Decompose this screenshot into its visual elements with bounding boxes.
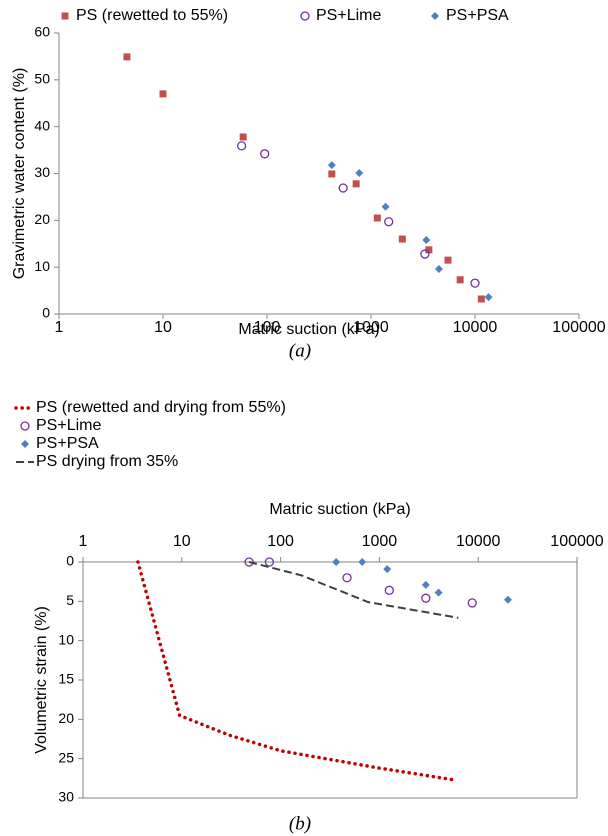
y-tick-label: 40 xyxy=(34,117,50,133)
marker xyxy=(383,565,392,574)
marker xyxy=(434,588,443,597)
marker xyxy=(236,141,247,151)
y-tick-label: 10 xyxy=(58,631,74,647)
x-tick-label: 100 xyxy=(254,319,281,336)
x-tick-label: 10000 xyxy=(456,533,501,550)
y-tick-label: 50 xyxy=(34,71,50,87)
marker xyxy=(422,236,431,245)
y-tick-label: 20 xyxy=(34,211,50,227)
legend-label: PS+PSA xyxy=(446,7,509,24)
y-tick-label: 30 xyxy=(34,164,50,180)
marker xyxy=(456,276,464,284)
marker xyxy=(352,180,360,188)
marker xyxy=(342,573,352,583)
marker xyxy=(467,598,477,608)
legend-symbol xyxy=(21,440,29,448)
marker xyxy=(477,295,485,303)
y-tick-label: 30 xyxy=(58,789,74,805)
legend-label: PS+Lime xyxy=(36,417,101,434)
x-tick-label: 1 xyxy=(79,533,88,550)
legend-label: PS+Lime xyxy=(316,7,381,24)
data-line xyxy=(136,560,456,782)
y-tick-label: 10 xyxy=(34,258,50,274)
y-tick-label: 25 xyxy=(58,749,74,765)
marker xyxy=(444,256,452,264)
x-tick-label: 1 xyxy=(55,319,64,336)
y-axis-title: Gravimetric water content (%) xyxy=(11,68,28,280)
legend-symbol xyxy=(431,12,439,20)
marker xyxy=(503,595,512,604)
x-tick-label: 1000 xyxy=(353,319,389,336)
y-tick-label: 5 xyxy=(66,592,74,608)
legend-symbol xyxy=(300,11,310,21)
marker xyxy=(384,585,394,595)
x-tick-label: 100000 xyxy=(550,533,603,550)
x-axis-title: Matric suction (kPa) xyxy=(269,501,410,518)
marker xyxy=(328,170,336,178)
marker xyxy=(420,249,430,259)
x-tick-label: 1000 xyxy=(362,533,398,550)
x-axis-title: Matric suction (kPa) xyxy=(238,321,379,338)
marker xyxy=(421,593,431,603)
legend-label: PS (rewetted to 55%) xyxy=(76,7,228,24)
marker xyxy=(358,558,367,566)
marker xyxy=(398,235,406,243)
legend-label: PS (rewetted and drying from 55%) xyxy=(36,399,286,416)
y-tick-label: 20 xyxy=(58,710,74,726)
marker xyxy=(421,580,430,589)
marker xyxy=(470,278,480,288)
marker xyxy=(434,265,443,274)
marker xyxy=(484,293,493,302)
x-tick-label: 10 xyxy=(154,319,172,336)
x-tick-label: 10000 xyxy=(453,319,498,336)
marker xyxy=(327,161,336,170)
legend-symbol xyxy=(20,421,30,431)
x-tick-label: 100 xyxy=(267,533,294,550)
marker xyxy=(373,214,381,222)
marker xyxy=(332,558,341,566)
x-tick-label: 100000 xyxy=(552,319,605,336)
x-tick-label: 10 xyxy=(173,533,191,550)
marker xyxy=(123,53,131,61)
marker xyxy=(239,133,247,141)
marker xyxy=(355,169,364,178)
y-tick-label: 0 xyxy=(42,305,50,321)
caption: (a) xyxy=(289,340,311,361)
legend-label: PS drying from 35% xyxy=(36,453,178,470)
y-tick-label: 60 xyxy=(34,24,50,40)
legend-label: PS+PSA xyxy=(36,435,99,452)
marker xyxy=(384,217,394,227)
marker xyxy=(159,90,167,98)
y-axis-title: Volumetric strain (%) xyxy=(33,606,50,754)
y-tick-label: 15 xyxy=(58,671,74,687)
marker xyxy=(260,149,270,159)
marker xyxy=(264,557,275,567)
y-tick-label: 0 xyxy=(66,553,74,569)
marker xyxy=(338,183,348,193)
caption: (b) xyxy=(289,813,311,834)
data-line xyxy=(248,561,459,619)
marker xyxy=(381,202,390,211)
legend-symbol xyxy=(61,12,69,20)
marker xyxy=(425,246,433,254)
